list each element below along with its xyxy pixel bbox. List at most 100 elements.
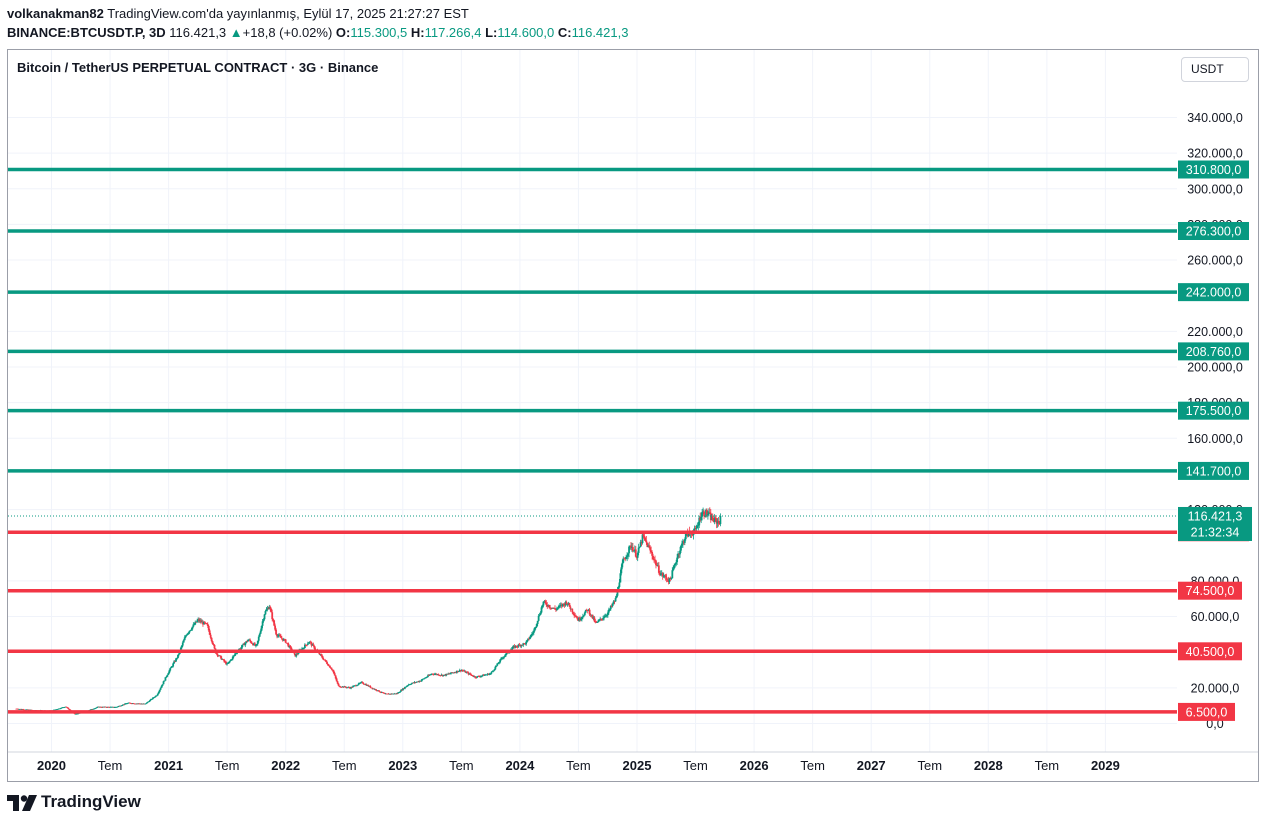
candle-body bbox=[63, 707, 66, 708]
support-level-tag: 6.500,0 bbox=[1178, 702, 1235, 721]
candle-body bbox=[343, 686, 346, 688]
candle-body bbox=[321, 655, 324, 658]
y-tick-label: 200.000,0 bbox=[1187, 361, 1243, 375]
candle-body bbox=[117, 706, 120, 708]
candle-body bbox=[701, 512, 704, 517]
candle-body bbox=[305, 644, 308, 646]
candle-body bbox=[477, 676, 479, 677]
candle-body bbox=[209, 634, 212, 638]
candle-body bbox=[639, 542, 642, 547]
candle-body bbox=[319, 654, 322, 655]
candle-body bbox=[219, 655, 222, 657]
candle-body bbox=[515, 645, 518, 647]
candle-body bbox=[520, 644, 523, 647]
candle-body bbox=[405, 685, 408, 687]
candle-body bbox=[221, 659, 224, 661]
candle-body bbox=[243, 643, 246, 646]
candle-body bbox=[148, 701, 150, 703]
candle-body bbox=[332, 670, 335, 674]
candle-body bbox=[571, 608, 574, 613]
candle-body bbox=[715, 519, 718, 524]
candle-body bbox=[559, 604, 562, 606]
candle-body bbox=[485, 674, 488, 676]
candle-body bbox=[182, 640, 185, 643]
candle-body bbox=[555, 609, 557, 611]
candle-body bbox=[264, 611, 267, 615]
candle-body bbox=[557, 605, 560, 608]
candle-body bbox=[433, 674, 436, 675]
candle-body bbox=[554, 607, 556, 610]
candle-body bbox=[354, 685, 357, 687]
candle-body bbox=[294, 653, 297, 657]
candle-body bbox=[23, 709, 25, 711]
candle-body bbox=[646, 542, 649, 548]
candle-body bbox=[341, 686, 344, 688]
candle-body bbox=[581, 616, 584, 618]
candle-body bbox=[285, 642, 288, 644]
candle-body bbox=[677, 553, 679, 558]
candle-body bbox=[228, 661, 230, 664]
candle-body bbox=[590, 614, 593, 616]
candle-body bbox=[389, 693, 392, 695]
high-label: H: bbox=[410, 25, 425, 40]
candle-body bbox=[580, 618, 582, 620]
candle-body bbox=[612, 601, 615, 604]
candle-body bbox=[382, 692, 385, 694]
candle-body bbox=[203, 621, 206, 624]
candle-body bbox=[75, 713, 77, 715]
candle-body bbox=[238, 648, 241, 651]
candle-body bbox=[94, 708, 97, 709]
candle-body bbox=[334, 675, 337, 679]
candle-body bbox=[457, 671, 460, 673]
candle-body bbox=[348, 687, 351, 689]
candle-body bbox=[429, 674, 431, 676]
candle-body bbox=[582, 615, 585, 617]
resistance-level-tag: 276.300,0 bbox=[1178, 221, 1249, 240]
candle-body bbox=[600, 618, 603, 620]
currency-button[interactable]: USDT bbox=[1181, 57, 1249, 82]
candle-body bbox=[527, 638, 529, 641]
candle-body bbox=[249, 639, 251, 642]
candle-body bbox=[657, 565, 660, 573]
candle-body bbox=[211, 641, 214, 644]
chart-frame bbox=[7, 49, 1259, 782]
candle-body bbox=[437, 674, 440, 676]
candle-body bbox=[162, 681, 165, 685]
candle-body bbox=[419, 680, 422, 682]
candle-body bbox=[113, 707, 116, 708]
candle-body bbox=[114, 707, 117, 708]
candle-body bbox=[415, 681, 418, 683]
candle-body bbox=[467, 672, 470, 675]
candle-body bbox=[705, 509, 707, 517]
candle-body bbox=[381, 692, 384, 693]
candle-body bbox=[583, 612, 586, 616]
candle-body bbox=[266, 608, 269, 610]
candle-body bbox=[489, 673, 492, 675]
candle-body bbox=[626, 555, 629, 557]
candle-body bbox=[698, 517, 701, 526]
candle-body bbox=[412, 682, 415, 684]
candle-body bbox=[449, 673, 452, 675]
candle-body bbox=[304, 644, 307, 646]
tradingview-brand[interactable]: TradingView bbox=[7, 792, 141, 812]
candle-body bbox=[707, 512, 710, 515]
symbol-name[interactable]: BINANCE:BTCUSDT.P, 3D bbox=[7, 25, 166, 40]
candle-body bbox=[327, 663, 329, 666]
candle-body bbox=[262, 619, 265, 622]
candle-body bbox=[248, 639, 251, 641]
candle-body bbox=[206, 624, 209, 627]
candle-body bbox=[158, 689, 161, 692]
candle-body bbox=[501, 657, 503, 659]
candle-body bbox=[345, 687, 348, 688]
candle-body bbox=[474, 676, 477, 678]
candle-body bbox=[324, 659, 327, 661]
candle-body bbox=[230, 659, 233, 661]
candle-body bbox=[346, 687, 349, 689]
author-name[interactable]: volkanakman82 bbox=[7, 6, 104, 21]
candle-body bbox=[106, 706, 109, 708]
candle-body bbox=[499, 659, 502, 663]
candle-body bbox=[617, 586, 620, 590]
candle-body bbox=[203, 621, 205, 625]
candle-body bbox=[173, 661, 176, 664]
